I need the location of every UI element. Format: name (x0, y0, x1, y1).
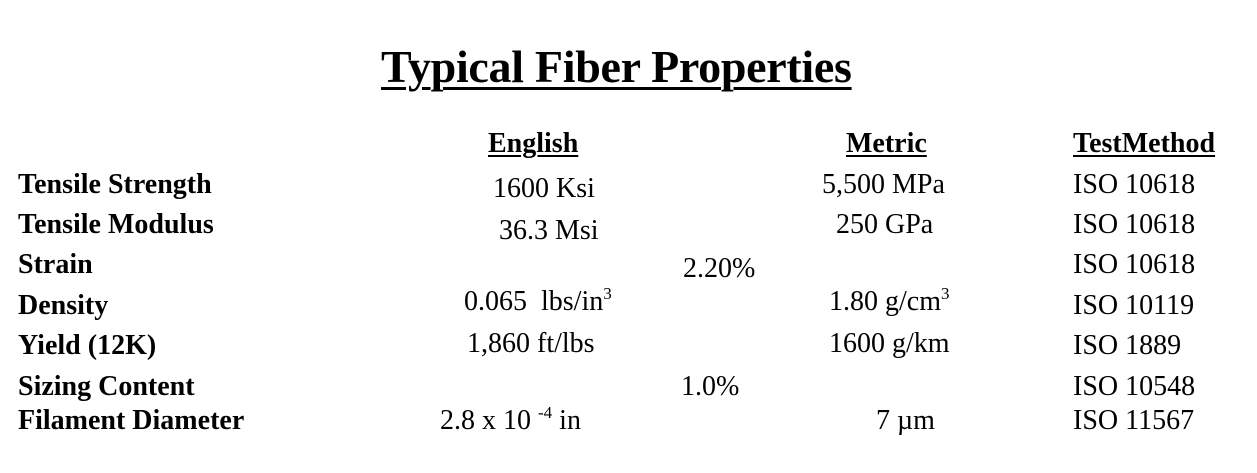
english-value: 36.3 Msi (499, 215, 599, 246)
test-method-value: ISO 10548 (1073, 371, 1196, 402)
test-method-value: ISO 11567 (1073, 405, 1195, 436)
header-test-method: TestMethod (1073, 128, 1216, 159)
document-title: Typical Fiber Properties (381, 41, 852, 92)
superscript: 3 (603, 284, 612, 303)
english-value: 1600 Ksi (493, 173, 595, 204)
test-method-value: ISO 10618 (1073, 169, 1196, 200)
metric-value: 5,500 MPa (822, 169, 945, 200)
english-value: 0.065 lbs/in3 (464, 284, 612, 317)
header-english: English (488, 128, 579, 159)
metric-value: 250 GPa (836, 209, 934, 240)
test-method-value: ISO 10119 (1073, 290, 1195, 321)
superscript: -4 (538, 403, 553, 422)
test-method-value: ISO 10618 (1073, 249, 1196, 280)
test-method-value: ISO 10618 (1073, 209, 1196, 240)
metric-value: 7 µm (876, 405, 935, 436)
test-method-value: ISO 1889 (1073, 330, 1182, 361)
row-label: Tensile Modulus (18, 209, 214, 240)
metric-value: 1600 g/km (829, 328, 950, 359)
row-label: Tensile Strength (18, 169, 212, 200)
row-label: Sizing Content (18, 371, 195, 402)
shared-value: 1.0% (681, 371, 740, 402)
english-value: 2.8 x 10 -4 in (440, 403, 581, 436)
metric-value: 1.80 g/cm3 (829, 284, 950, 317)
row-label: Strain (18, 249, 93, 280)
header-metric: Metric (846, 128, 927, 159)
row-label: Filament Diameter (18, 405, 245, 436)
superscript: 3 (941, 284, 950, 303)
english-value: 1,860 ft/lbs (467, 328, 595, 359)
shared-value: 2.20% (683, 253, 756, 284)
row-label: Yield (12K) (18, 330, 157, 361)
row-label: Density (18, 290, 109, 321)
